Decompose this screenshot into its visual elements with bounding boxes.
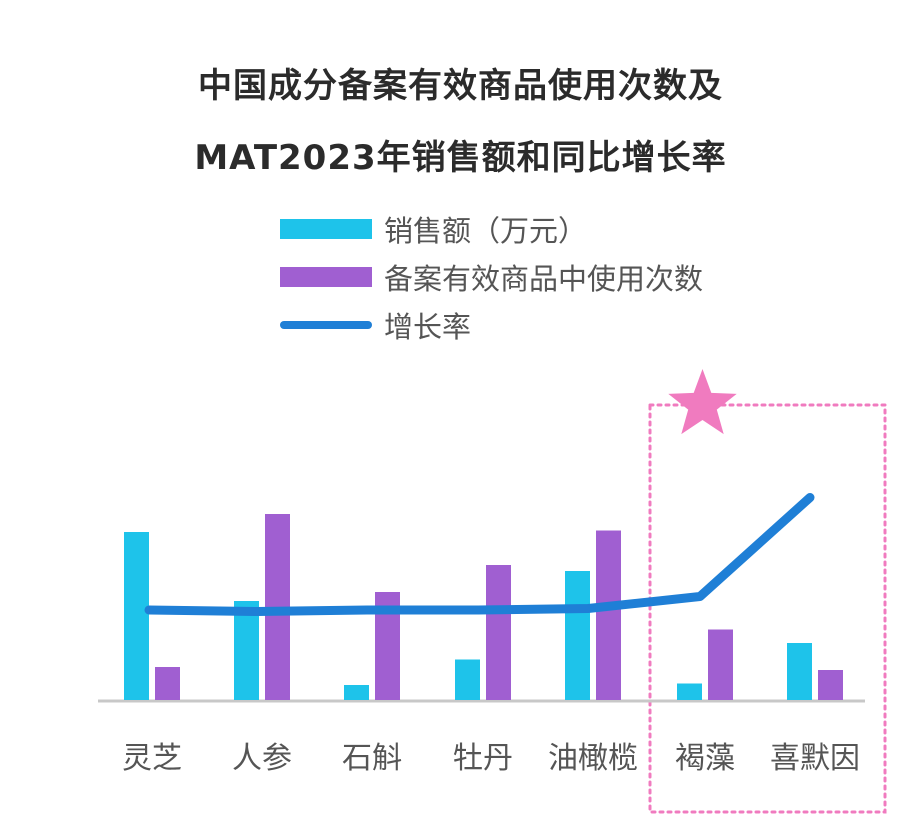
chart-title-line-1: 中国成分备案有效商品使用次数及	[198, 66, 723, 106]
bar-usage-4	[596, 530, 621, 700]
bar-sales-6	[787, 643, 812, 700]
bar-sales-2	[344, 685, 369, 700]
bar-sales-4	[565, 571, 590, 700]
legend-swatch-usage	[280, 267, 372, 287]
x-tick-label-3: 牡丹	[453, 741, 513, 776]
x-tick-label-0: 灵芝	[122, 741, 182, 776]
legend-item-growth: 增长率	[280, 301, 703, 349]
bar-usage-0	[155, 667, 180, 700]
bar-usage-6	[818, 670, 843, 700]
legend-item-sales: 销售额（万元）	[280, 205, 703, 253]
highlight-star-icon	[668, 369, 737, 435]
legend-label-sales: 销售额（万元）	[384, 214, 588, 248]
x-tick-label-1: 人参	[232, 741, 292, 776]
legend-swatch-growth	[280, 321, 372, 329]
bar-sales-5	[677, 683, 702, 700]
legend-label-usage: 备案有效商品中使用次数	[384, 262, 704, 296]
bar-sales-3	[455, 659, 480, 700]
chart-title-line-2: MAT2023年销售额和同比增长率	[194, 138, 727, 178]
bar-usage-5	[708, 629, 733, 700]
bar-usage-3	[486, 565, 511, 700]
x-tick-label-5: 褐藻	[675, 741, 735, 776]
x-tick-label-6: 喜默因	[770, 741, 860, 776]
legend-item-usage: 备案有效商品中使用次数	[280, 253, 703, 301]
highlight-box	[648, 403, 887, 814]
bar-sales-1	[234, 601, 259, 700]
legend-swatch-sales	[280, 219, 372, 239]
bar-sales-0	[124, 532, 149, 700]
legend-label-growth: 增长率	[384, 310, 472, 344]
x-tick-label-4: 油橄榄	[548, 741, 638, 776]
legend: 销售额（万元） 备案有效商品中使用次数 增长率	[280, 205, 703, 349]
growth-line	[144, 493, 815, 616]
x-tick-label-2: 石斛	[342, 741, 402, 776]
